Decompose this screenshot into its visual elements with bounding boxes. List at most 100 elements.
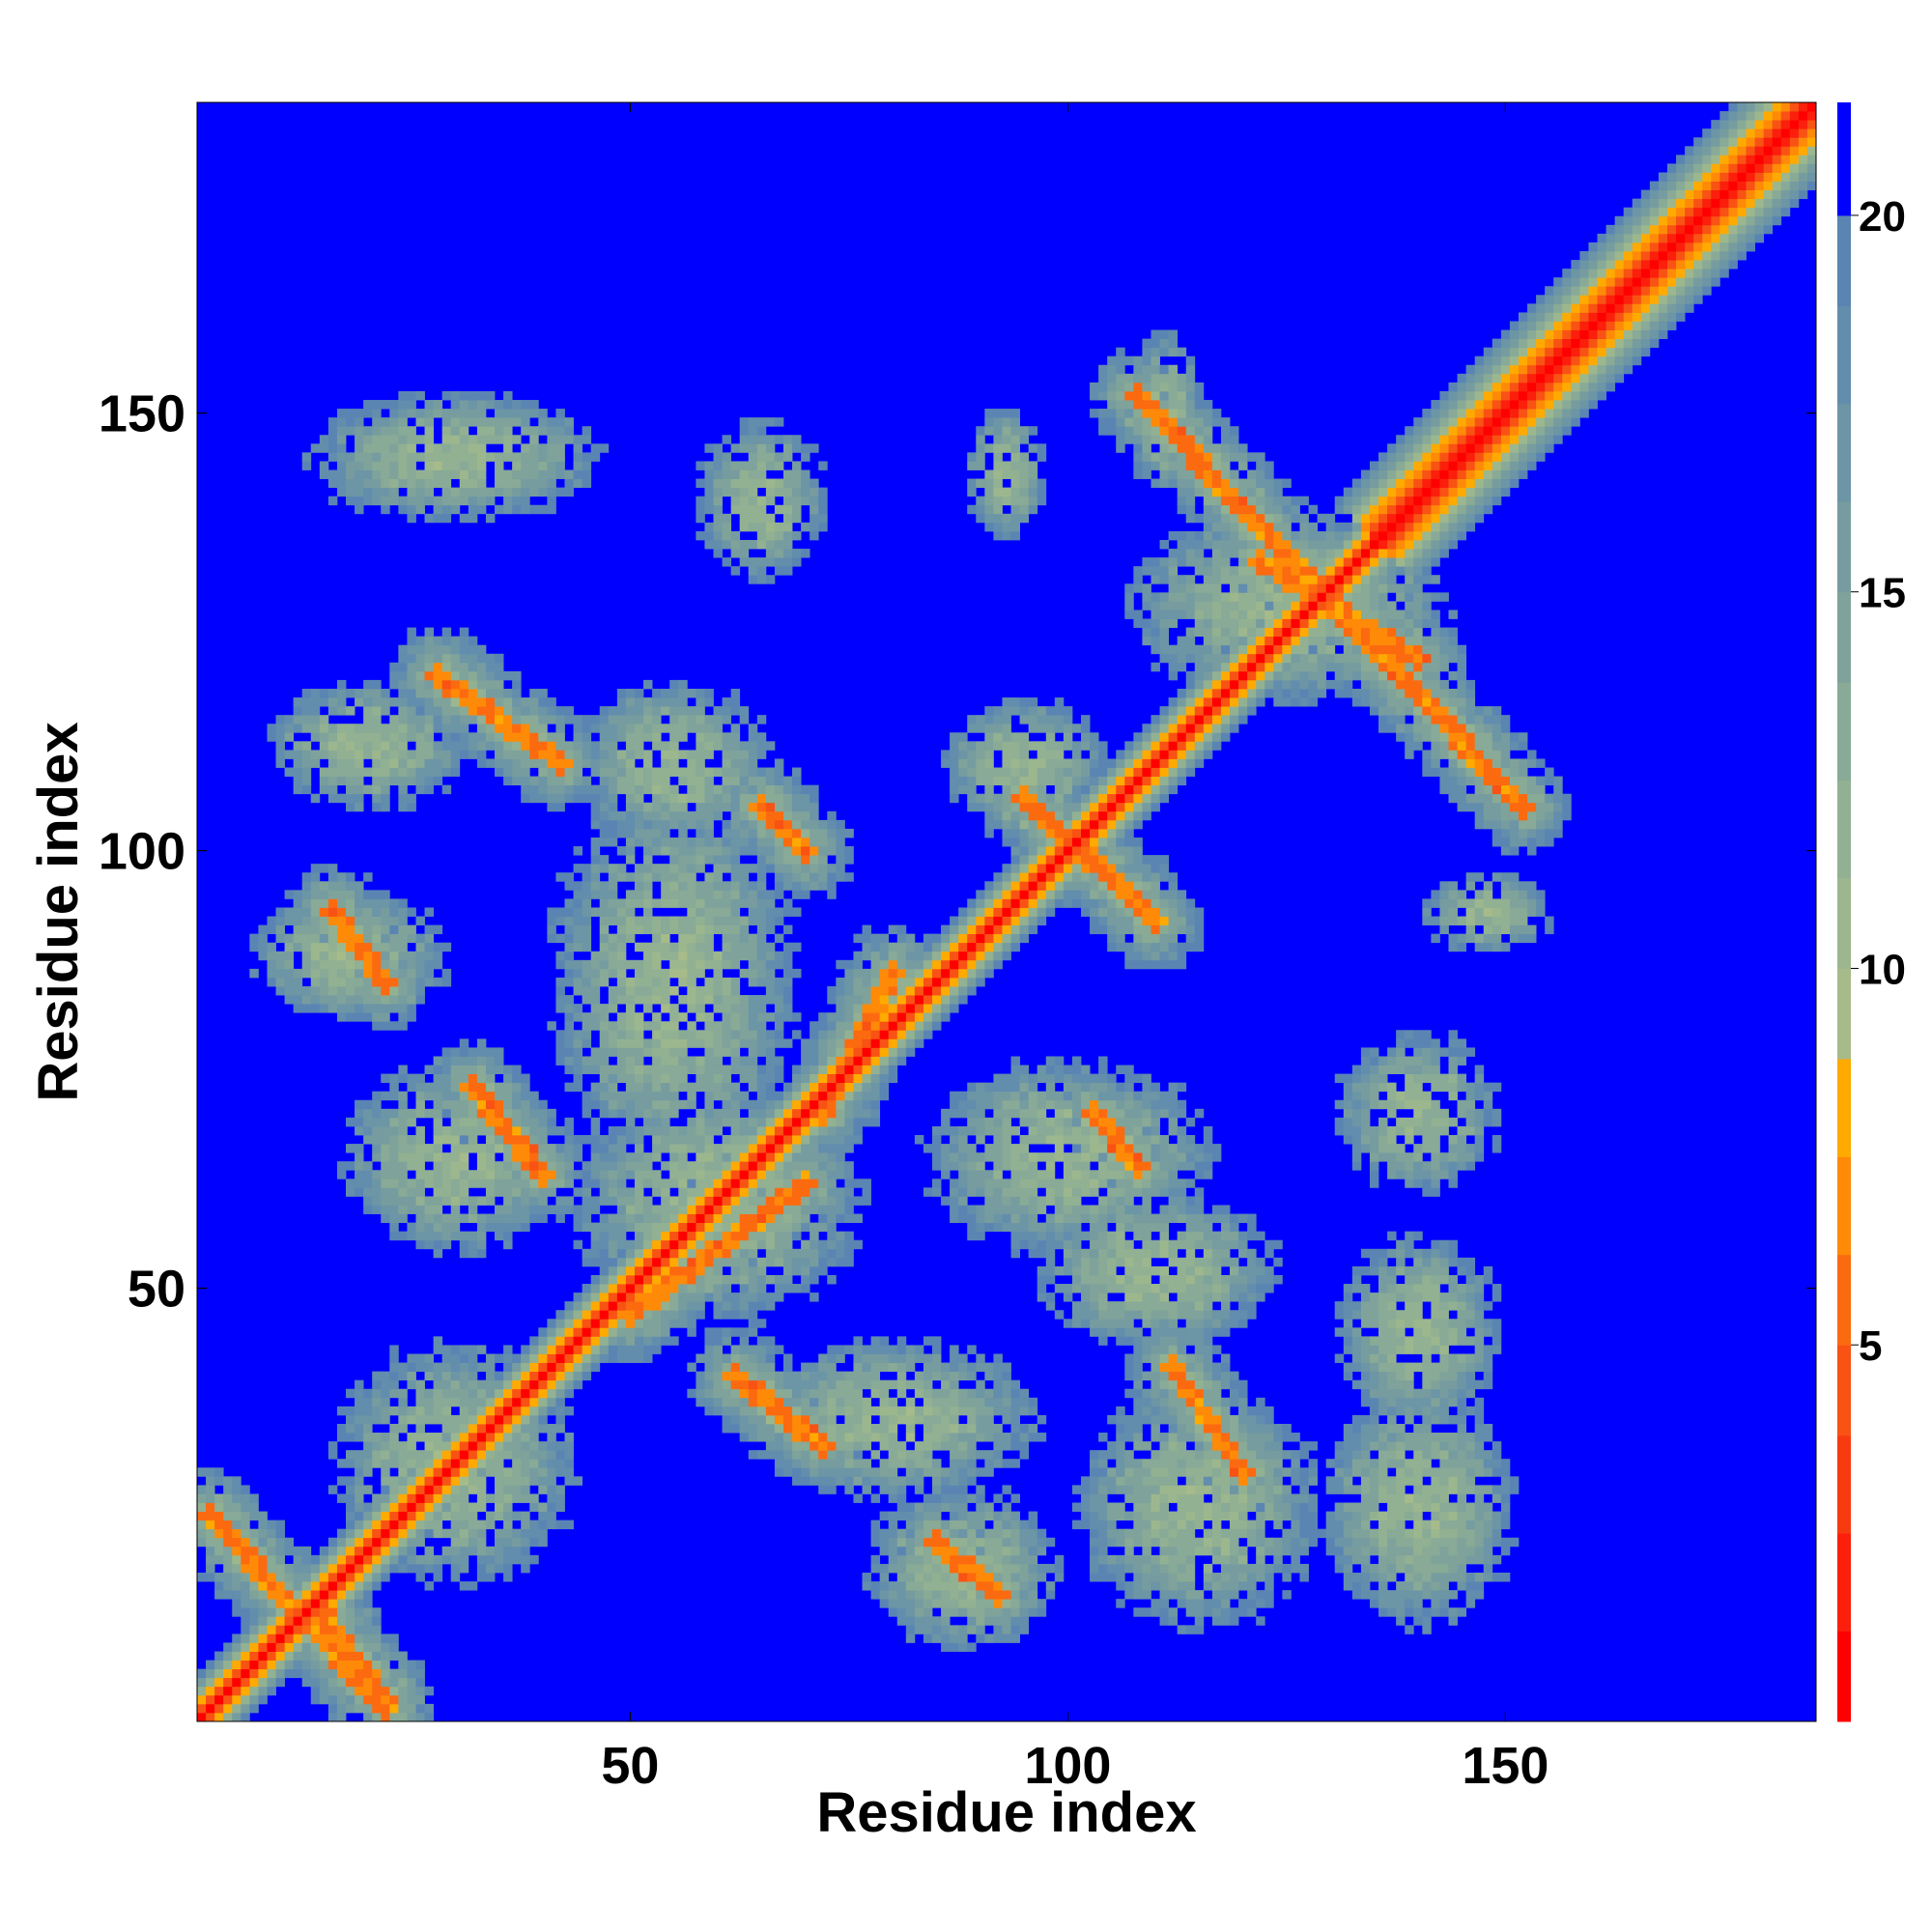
heatmap-cell bbox=[1247, 1607, 1257, 1617]
heatmap-cell bbox=[503, 1563, 513, 1574]
heatmap-cell bbox=[1185, 1423, 1196, 1434]
heatmap-cell bbox=[739, 1265, 750, 1276]
heatmap-cell bbox=[1142, 1388, 1151, 1399]
heatmap-cell bbox=[485, 1406, 496, 1416]
heatmap-cell bbox=[1211, 1284, 1222, 1293]
heatmap-cell bbox=[827, 1485, 837, 1494]
heatmap-cell bbox=[818, 1397, 828, 1407]
heatmap-cell bbox=[1177, 1502, 1187, 1512]
heatmap-cell bbox=[923, 1616, 933, 1626]
heatmap-cell bbox=[722, 1388, 732, 1399]
heatmap-cell bbox=[1220, 1423, 1231, 1434]
heatmap-cell bbox=[1405, 1135, 1414, 1145]
heatmap-cell bbox=[1002, 1397, 1011, 1407]
heatmap-cell bbox=[275, 1634, 285, 1643]
heatmap-cell bbox=[608, 1213, 618, 1224]
heatmap-cell bbox=[1159, 1327, 1169, 1337]
heatmap-cell bbox=[258, 1599, 268, 1608]
heatmap-cell bbox=[669, 1310, 679, 1320]
heatmap-cell bbox=[704, 1371, 714, 1381]
heatmap-cell bbox=[687, 1248, 696, 1259]
heatmap-cell bbox=[503, 1213, 513, 1224]
heatmap-cell bbox=[993, 1170, 1003, 1179]
heatmap-cell bbox=[853, 1371, 863, 1381]
heatmap-cell bbox=[827, 1476, 837, 1486]
heatmap-cell bbox=[1351, 1362, 1362, 1373]
heatmap-cell bbox=[459, 1144, 469, 1153]
heatmap-cell bbox=[1071, 1144, 1082, 1153]
heatmap-cell bbox=[765, 1301, 776, 1311]
heatmap-cell bbox=[1448, 1572, 1458, 1582]
heatmap-cell bbox=[1194, 1222, 1205, 1233]
heatmap-cell bbox=[669, 1144, 679, 1153]
heatmap-cell bbox=[792, 1265, 802, 1276]
heatmap-cell bbox=[836, 1170, 845, 1179]
heatmap-cell bbox=[1282, 1590, 1292, 1600]
heatmap-cell bbox=[661, 1310, 670, 1320]
heatmap-cell bbox=[976, 1135, 985, 1145]
heatmap-cell bbox=[389, 1152, 399, 1162]
heatmap-cell bbox=[687, 1231, 696, 1241]
heatmap-cell bbox=[1211, 1248, 1222, 1259]
heatmap-cell bbox=[756, 1319, 767, 1328]
heatmap-cell bbox=[1483, 1301, 1493, 1311]
heatmap-cell bbox=[1387, 1274, 1397, 1285]
heatmap-cell bbox=[1405, 1345, 1414, 1354]
heatmap-cell bbox=[197, 1572, 207, 1582]
heatmap-cell bbox=[1185, 1572, 1196, 1582]
heatmap-cell bbox=[363, 1108, 373, 1119]
heatmap-cell bbox=[415, 1485, 425, 1494]
heatmap-cell bbox=[355, 1660, 364, 1670]
heatmap-cell bbox=[1264, 1284, 1274, 1293]
heatmap-cell bbox=[1483, 1423, 1493, 1434]
heatmap-cell bbox=[1457, 1388, 1467, 1399]
heatmap-cell bbox=[748, 1301, 758, 1311]
heatmap-cell bbox=[1431, 1502, 1440, 1512]
heatmap-cell bbox=[1264, 1248, 1274, 1259]
heatmap-cell bbox=[1334, 1485, 1345, 1494]
heatmap-cell bbox=[1405, 1441, 1414, 1451]
heatmap-cell bbox=[495, 1563, 504, 1574]
heatmap-cell bbox=[1090, 1459, 1099, 1468]
heatmap-cell bbox=[853, 1353, 863, 1363]
heatmap-cell bbox=[976, 1397, 985, 1407]
heatmap-cell bbox=[459, 1231, 469, 1241]
heatmap-cell bbox=[958, 1493, 968, 1503]
heatmap-cell bbox=[1299, 1485, 1309, 1494]
heatmap-cell bbox=[1360, 1345, 1371, 1354]
heatmap-cell bbox=[476, 1231, 487, 1241]
heatmap-cell bbox=[1500, 1476, 1511, 1486]
heatmap-cell bbox=[1028, 1117, 1038, 1127]
heatmap-cell bbox=[381, 1634, 390, 1643]
heatmap-cell bbox=[1028, 1135, 1038, 1145]
heatmap-cell bbox=[941, 1520, 951, 1530]
heatmap-cell bbox=[538, 1170, 548, 1179]
heatmap-cell bbox=[914, 1459, 924, 1468]
heatmap-cell bbox=[241, 1485, 250, 1494]
heatmap-cell bbox=[1448, 1239, 1458, 1250]
heatmap-cell bbox=[495, 1511, 504, 1521]
heatmap-cell bbox=[967, 1563, 977, 1574]
heatmap-cell bbox=[381, 1668, 390, 1679]
heatmap-cell bbox=[1124, 1222, 1134, 1233]
heatmap-cell bbox=[984, 1222, 994, 1233]
heatmap-cell bbox=[206, 1476, 215, 1486]
heatmap-cell bbox=[441, 1388, 452, 1399]
heatmap-cell bbox=[888, 1441, 898, 1451]
heatmap-cell bbox=[1387, 1406, 1397, 1416]
heatmap-cell bbox=[1422, 1388, 1432, 1399]
heatmap-cell bbox=[1396, 1161, 1406, 1171]
heatmap-cell bbox=[547, 1371, 556, 1381]
heatmap-cell bbox=[1457, 1161, 1467, 1171]
heatmap-cell bbox=[1185, 1257, 1196, 1267]
heatmap-cell bbox=[1185, 1327, 1196, 1337]
heatmap-cell bbox=[336, 1563, 347, 1574]
heatmap-cell bbox=[1010, 1554, 1020, 1565]
heatmap-cell bbox=[599, 1213, 610, 1224]
heatmap-cell bbox=[512, 1459, 522, 1468]
heatmap-cell bbox=[590, 1327, 601, 1337]
heatmap-cell bbox=[1142, 1108, 1151, 1119]
heatmap-cell bbox=[1439, 1319, 1449, 1328]
heatmap-cell bbox=[1483, 1371, 1493, 1381]
heatmap-cell bbox=[1071, 1125, 1082, 1136]
